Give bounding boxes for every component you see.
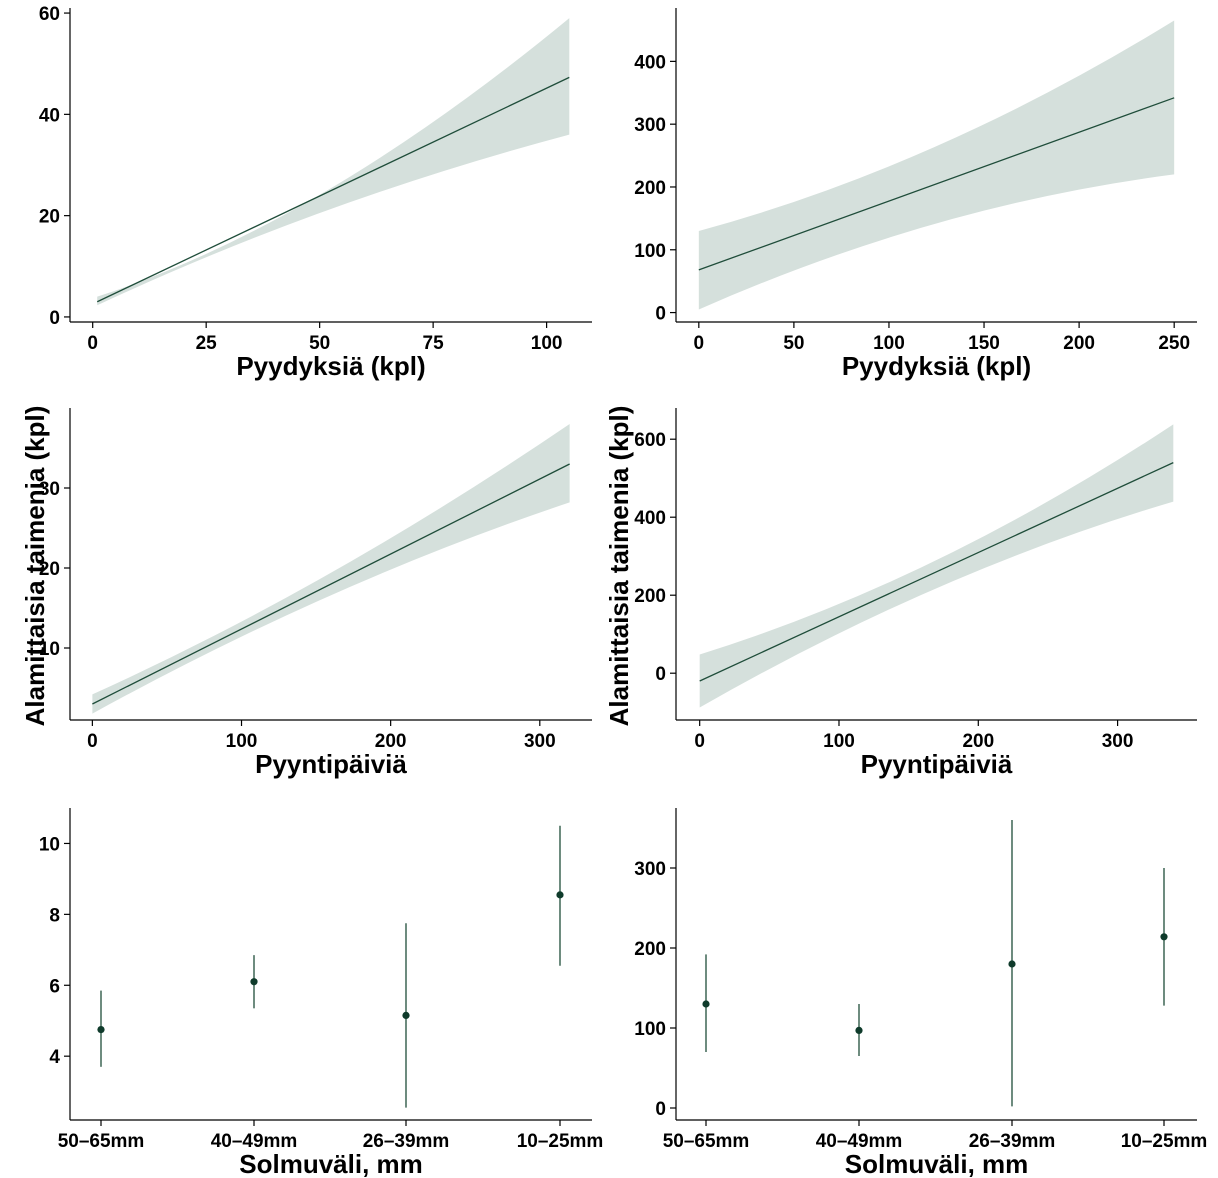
x-tick-label: 200 [375,731,407,752]
y-tick-label: 0 [655,664,666,685]
confidence-band [698,20,1175,310]
x-tick-label: 100 [823,731,855,752]
x-axis-title: Pyyntipäiviä [255,749,407,779]
y-tick-label: 20 [39,559,60,580]
x-tick-label: 0 [694,333,705,354]
y-axis-title-left: Alamittaisia taimenia (kpl) [20,406,50,727]
x-tick-label: 26–39mm [969,1131,1056,1152]
y-tick-label: 20 [39,207,60,228]
y-tick-label: 400 [634,52,666,73]
y-tick-label: 0 [655,1099,666,1120]
x-tick-label: 100 [226,731,258,752]
y-axis-title-right: Alamittaisia taimenia (kpl) [604,406,634,727]
x-tick-label: 0 [87,731,98,752]
y-tick-label: 10 [39,834,60,855]
data-point [1160,933,1168,941]
fit-line [698,97,1175,271]
y-tick-label: 60 [39,4,60,25]
data-point [1008,960,1016,968]
x-tick-label: 10–25mm [517,1131,604,1152]
x-tick-label: 300 [524,731,556,752]
y-tick-label: 6 [49,976,60,997]
chart-panel-1: 0 20 40 60 0 25 50 75 100 Pyydyksiä (kpl) [39,4,592,381]
x-axis-title: Solmuväli, mm [239,1149,423,1178]
y-tick-label: 300 [634,115,666,136]
chart-panel-2: 0 100 200 300 400 0 50 100 150 200 250 Pyydyksiä (k… [634,8,1197,381]
x-tick-label: 10–25mm [1121,1131,1208,1152]
y-tick-label: 100 [634,1019,666,1040]
fit-line [92,463,570,705]
y-tick-label: 30 [39,479,60,500]
x-tick-label: 200 [962,731,994,752]
y-tick-label: 200 [634,939,666,960]
confidence-band [92,424,570,714]
x-tick-label: 50–65mm [663,1131,750,1152]
x-tick-label: 0 [694,731,705,752]
y-tick-label: 4 [49,1047,60,1068]
y-tick-label: 300 [634,859,666,880]
x-axis-title: Pyydyksiä (kpl) [236,351,425,381]
y-tick-label: 400 [634,508,666,529]
y-tick-label: 200 [634,178,666,199]
x-tick-label: 100 [873,333,905,354]
chart-panel-5: 4 6 8 10 50–65mm 40–49mm 26–39mm 10–25mm Solmuvä… [39,808,603,1178]
data-point [855,1026,863,1034]
x-tick-label: 50 [309,333,330,354]
confidence-band [699,424,1174,708]
x-tick-label: 250 [1158,333,1190,354]
x-tick-label: 100 [531,333,563,354]
data-point [250,978,258,986]
chart-panel-4: 0 200 400 600 0 100 200 300 Pyyntipäiviä [634,408,1197,779]
data-point [702,1000,710,1008]
fit-line [96,76,570,303]
y-tick-label: 200 [634,586,666,607]
y-tick-label: 0 [655,304,666,325]
data-point [97,1025,105,1034]
x-tick-label: 50–65mm [58,1131,145,1152]
fit-line [699,462,1174,682]
y-tick-label: 0 [49,308,60,329]
x-axis-title: Pyydyksiä (kpl) [842,351,1031,381]
confidence-band [97,18,570,306]
x-tick-label: 300 [1102,731,1134,752]
y-tick-label: 40 [39,105,60,126]
x-tick-label: 200 [1063,333,1095,354]
y-tick-label: 10 [39,639,60,660]
x-tick-label: 150 [968,333,1000,354]
data-point [402,1011,410,1020]
x-tick-label: 40–49mm [816,1131,903,1152]
x-axis-title: Pyyntipäiviä [861,749,1013,779]
x-axis-title: Solmuväli, mm [845,1149,1029,1178]
y-tick-label: 8 [49,905,60,926]
y-tick-label: 600 [634,430,666,451]
y-tick-label: 100 [634,241,666,262]
x-tick-label: 40–49mm [211,1131,298,1152]
data-point [556,891,564,899]
x-tick-label: 26–39mm [363,1131,450,1152]
x-tick-label: 25 [196,333,218,354]
x-tick-label: 50 [783,333,804,354]
x-tick-label: 75 [423,333,445,354]
chart-panel-6: 0 100 200 300 50–65mm 40–49mm 26–39mm 10–25mm So… [634,808,1207,1178]
x-tick-label: 0 [87,333,98,354]
